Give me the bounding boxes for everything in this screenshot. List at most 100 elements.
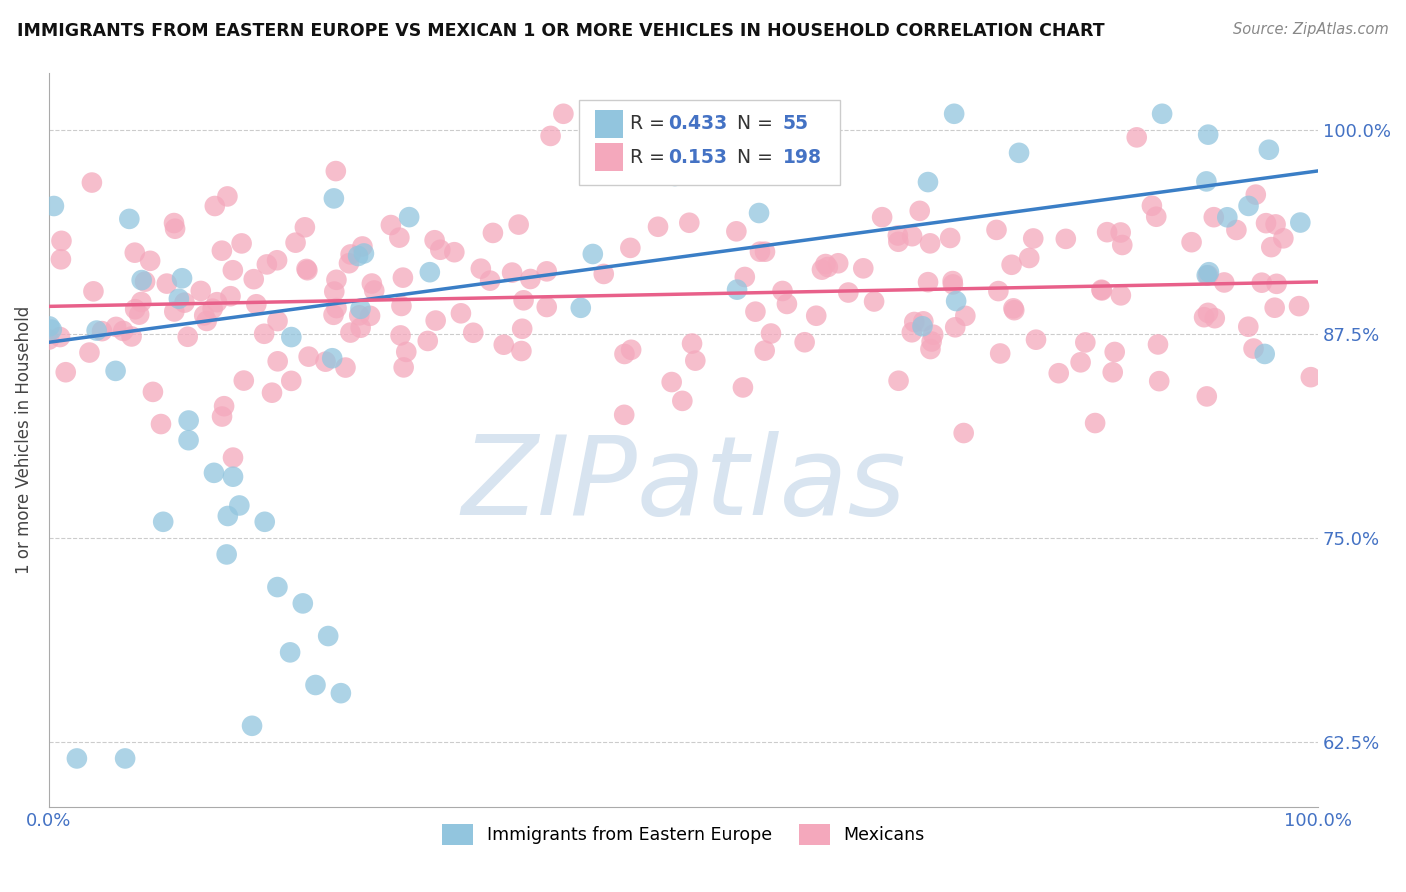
Point xyxy=(55,365,77,379)
Point xyxy=(987,284,1010,298)
Point xyxy=(245,297,267,311)
Point xyxy=(678,216,700,230)
Point xyxy=(329,686,352,700)
Point xyxy=(42,199,65,213)
Point xyxy=(349,301,371,316)
Point xyxy=(510,344,533,359)
Point xyxy=(79,345,101,359)
Point xyxy=(1195,268,1218,283)
Point xyxy=(363,284,385,298)
Text: Source: ZipAtlas.com: Source: ZipAtlas.com xyxy=(1233,22,1389,37)
Point xyxy=(280,374,302,388)
Point xyxy=(1070,355,1092,369)
Point xyxy=(195,314,218,328)
Point xyxy=(470,261,492,276)
Point xyxy=(903,315,925,329)
Point xyxy=(1000,258,1022,272)
Point xyxy=(104,364,127,378)
Point xyxy=(482,226,505,240)
Point xyxy=(266,253,288,268)
Point xyxy=(1091,284,1114,298)
Point xyxy=(921,334,943,349)
Point xyxy=(569,301,592,315)
Point xyxy=(124,302,146,317)
Point xyxy=(131,273,153,287)
Point xyxy=(754,343,776,358)
Point xyxy=(49,252,72,267)
Point xyxy=(917,175,939,189)
Point xyxy=(124,245,146,260)
Point xyxy=(211,409,233,424)
Point xyxy=(613,408,636,422)
Point xyxy=(942,277,965,292)
Point xyxy=(1144,210,1167,224)
Point xyxy=(419,265,441,279)
Point xyxy=(429,243,451,257)
Point xyxy=(1084,416,1107,430)
Point xyxy=(1090,283,1112,297)
Text: 55: 55 xyxy=(783,114,808,133)
Point xyxy=(1095,225,1118,239)
Point xyxy=(215,548,238,562)
Point xyxy=(156,277,179,291)
FancyBboxPatch shape xyxy=(595,110,623,137)
Point xyxy=(592,267,614,281)
Point xyxy=(204,199,226,213)
Point xyxy=(661,375,683,389)
Point xyxy=(754,131,776,145)
Point xyxy=(389,328,412,343)
Point xyxy=(508,218,530,232)
Point xyxy=(278,645,301,659)
Point xyxy=(901,229,924,244)
Point xyxy=(232,374,254,388)
Point xyxy=(744,304,766,318)
Point xyxy=(266,314,288,328)
Point xyxy=(80,176,103,190)
Point xyxy=(1272,231,1295,245)
Point xyxy=(347,249,370,263)
Point xyxy=(193,309,215,323)
Point xyxy=(870,210,893,224)
Point xyxy=(253,515,276,529)
Point xyxy=(253,326,276,341)
Point xyxy=(1254,347,1277,361)
Point xyxy=(908,203,931,218)
Point xyxy=(266,354,288,368)
Point xyxy=(1180,235,1202,250)
Point xyxy=(325,301,347,315)
Point xyxy=(211,244,233,258)
Point xyxy=(1250,276,1272,290)
Point xyxy=(1101,365,1123,379)
Point xyxy=(619,241,641,255)
Point xyxy=(920,236,942,251)
Point xyxy=(284,235,307,250)
Point xyxy=(112,324,135,338)
Point xyxy=(463,326,485,340)
Legend: Immigrants from Eastern Europe, Mexicans: Immigrants from Eastern Europe, Mexicans xyxy=(433,815,934,854)
Point xyxy=(322,191,344,205)
Text: R =: R = xyxy=(630,148,671,167)
Point xyxy=(392,270,415,285)
Point xyxy=(664,169,686,183)
Point xyxy=(1213,276,1236,290)
Point xyxy=(1254,216,1277,230)
Point xyxy=(620,343,643,357)
Point xyxy=(1257,143,1279,157)
Point xyxy=(1243,342,1265,356)
Point xyxy=(392,360,415,375)
Point xyxy=(359,309,381,323)
Point xyxy=(219,289,242,303)
Point xyxy=(754,244,776,259)
Point xyxy=(280,330,302,344)
Point xyxy=(1225,223,1247,237)
Point xyxy=(149,417,172,431)
Point xyxy=(222,450,245,465)
Point xyxy=(391,299,413,313)
Point xyxy=(759,326,782,341)
Point xyxy=(294,220,316,235)
Point xyxy=(1288,299,1310,313)
Point xyxy=(260,385,283,400)
Text: 198: 198 xyxy=(783,148,821,167)
Point xyxy=(1265,277,1288,291)
Point xyxy=(582,247,605,261)
